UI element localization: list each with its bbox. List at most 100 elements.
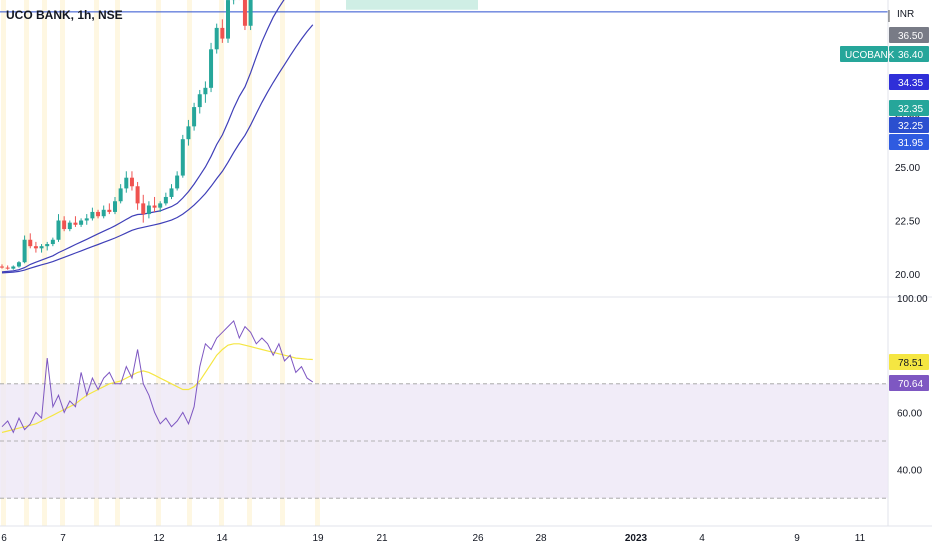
session-band bbox=[156, 0, 161, 526]
badge-text: 70.64 bbox=[898, 379, 923, 390]
candle-body bbox=[163, 196, 168, 204]
candle-body bbox=[101, 209, 106, 217]
rsi-tick-label: 60.00 bbox=[897, 408, 922, 419]
candle-body bbox=[242, 0, 247, 26]
candle-body bbox=[107, 209, 112, 212]
badge-bg bbox=[889, 117, 929, 133]
candle-body bbox=[146, 205, 151, 215]
candle bbox=[33, 241, 38, 253]
candle-body bbox=[220, 27, 225, 39]
price-badge-ema-slow: 31.95 bbox=[889, 134, 929, 150]
badge-text: 34.35 bbox=[898, 78, 923, 89]
candle bbox=[118, 184, 123, 204]
rsi-badge-rsi-ma: 78.51 bbox=[889, 354, 929, 370]
candle bbox=[226, 0, 230, 43]
candle-body bbox=[175, 175, 180, 189]
indicator-lines bbox=[1, 0, 314, 434]
price-tick-label: 22.50 bbox=[895, 217, 920, 228]
candle-body bbox=[141, 203, 146, 215]
target-zone bbox=[346, 0, 478, 10]
candle-body bbox=[152, 205, 157, 208]
rsi-line bbox=[1, 319, 314, 434]
candle-body bbox=[22, 239, 27, 263]
candle bbox=[242, 0, 247, 31]
time-tick-label: 6 bbox=[1, 533, 7, 544]
price-badge-ref: 36.50 bbox=[889, 27, 929, 43]
rsi-badge-rsi: 70.64 bbox=[889, 375, 929, 391]
candle-body bbox=[73, 222, 78, 225]
candle bbox=[39, 244, 44, 253]
candle-body bbox=[62, 220, 67, 230]
badge-bg bbox=[889, 134, 929, 150]
candle bbox=[231, 0, 236, 5]
badge-bg bbox=[889, 46, 929, 62]
candle-body bbox=[158, 203, 163, 208]
badge-text: 78.51 bbox=[898, 358, 923, 369]
candle bbox=[141, 194, 146, 223]
candle bbox=[220, 19, 225, 43]
price-badge-ema-fast: 34.35 bbox=[889, 74, 929, 90]
time-axis: 6 7 12 14 19 21 26 28 2023 4 9 11 bbox=[0, 525, 932, 544]
badge-text: 32.35 bbox=[898, 104, 923, 115]
candle bbox=[84, 214, 89, 225]
candle bbox=[135, 181, 140, 210]
candle-body bbox=[28, 239, 33, 247]
candle bbox=[192, 102, 197, 131]
candle-body bbox=[84, 218, 89, 221]
candle bbox=[163, 192, 168, 206]
badge-text: 32.25 bbox=[898, 121, 923, 132]
session-band bbox=[42, 0, 47, 526]
badge-bg bbox=[889, 100, 929, 116]
candle bbox=[209, 42, 214, 93]
candle bbox=[101, 205, 106, 219]
candle-body bbox=[33, 246, 38, 249]
candle-body bbox=[5, 267, 10, 269]
candle bbox=[45, 241, 50, 251]
badge-bg bbox=[889, 74, 929, 90]
candle bbox=[169, 184, 174, 200]
position-tool bbox=[346, 0, 478, 10]
candle-body bbox=[90, 211, 95, 219]
candle bbox=[0, 264, 4, 269]
time-tick-label: 28 bbox=[535, 533, 547, 544]
candle-body bbox=[96, 211, 101, 217]
candle bbox=[67, 220, 72, 232]
candle-body bbox=[113, 201, 117, 212]
candle bbox=[90, 207, 95, 221]
candle bbox=[129, 171, 134, 191]
rsi-tick-label: 100.00 bbox=[897, 294, 928, 305]
candle bbox=[96, 209, 101, 219]
session-band bbox=[60, 0, 65, 526]
candle bbox=[124, 171, 129, 193]
candle-body bbox=[209, 49, 214, 88]
candle bbox=[158, 201, 163, 212]
candle bbox=[214, 23, 219, 54]
candle bbox=[62, 216, 67, 232]
badge-bg bbox=[889, 375, 929, 391]
candle bbox=[248, 0, 253, 31]
session-band bbox=[315, 0, 320, 526]
candle bbox=[22, 235, 27, 264]
candle-body bbox=[186, 126, 191, 140]
badge-bg bbox=[889, 27, 929, 43]
candle-body bbox=[11, 266, 16, 269]
ema-fast-line bbox=[1, 0, 285, 273]
candle bbox=[11, 265, 16, 270]
candle bbox=[186, 119, 191, 146]
symbol-badge: UCOBANK bbox=[840, 46, 895, 62]
symbol-badge-bg bbox=[840, 46, 888, 62]
rsi-panel bbox=[0, 383, 888, 499]
candle-body bbox=[79, 220, 84, 225]
candle bbox=[203, 81, 208, 103]
chart-title: UCO BANK, 1h, NSE bbox=[6, 8, 123, 22]
rsi-ma-line bbox=[1, 343, 313, 433]
candle-body bbox=[56, 220, 61, 240]
price-badge-zone-low: 32.35 bbox=[889, 100, 929, 116]
candle-body bbox=[135, 186, 140, 204]
rsi-tick-label: 40.00 bbox=[897, 466, 922, 477]
time-tick-label: 14 bbox=[216, 533, 228, 544]
badge-text: 36.50 bbox=[898, 31, 923, 42]
session-band bbox=[247, 0, 252, 526]
